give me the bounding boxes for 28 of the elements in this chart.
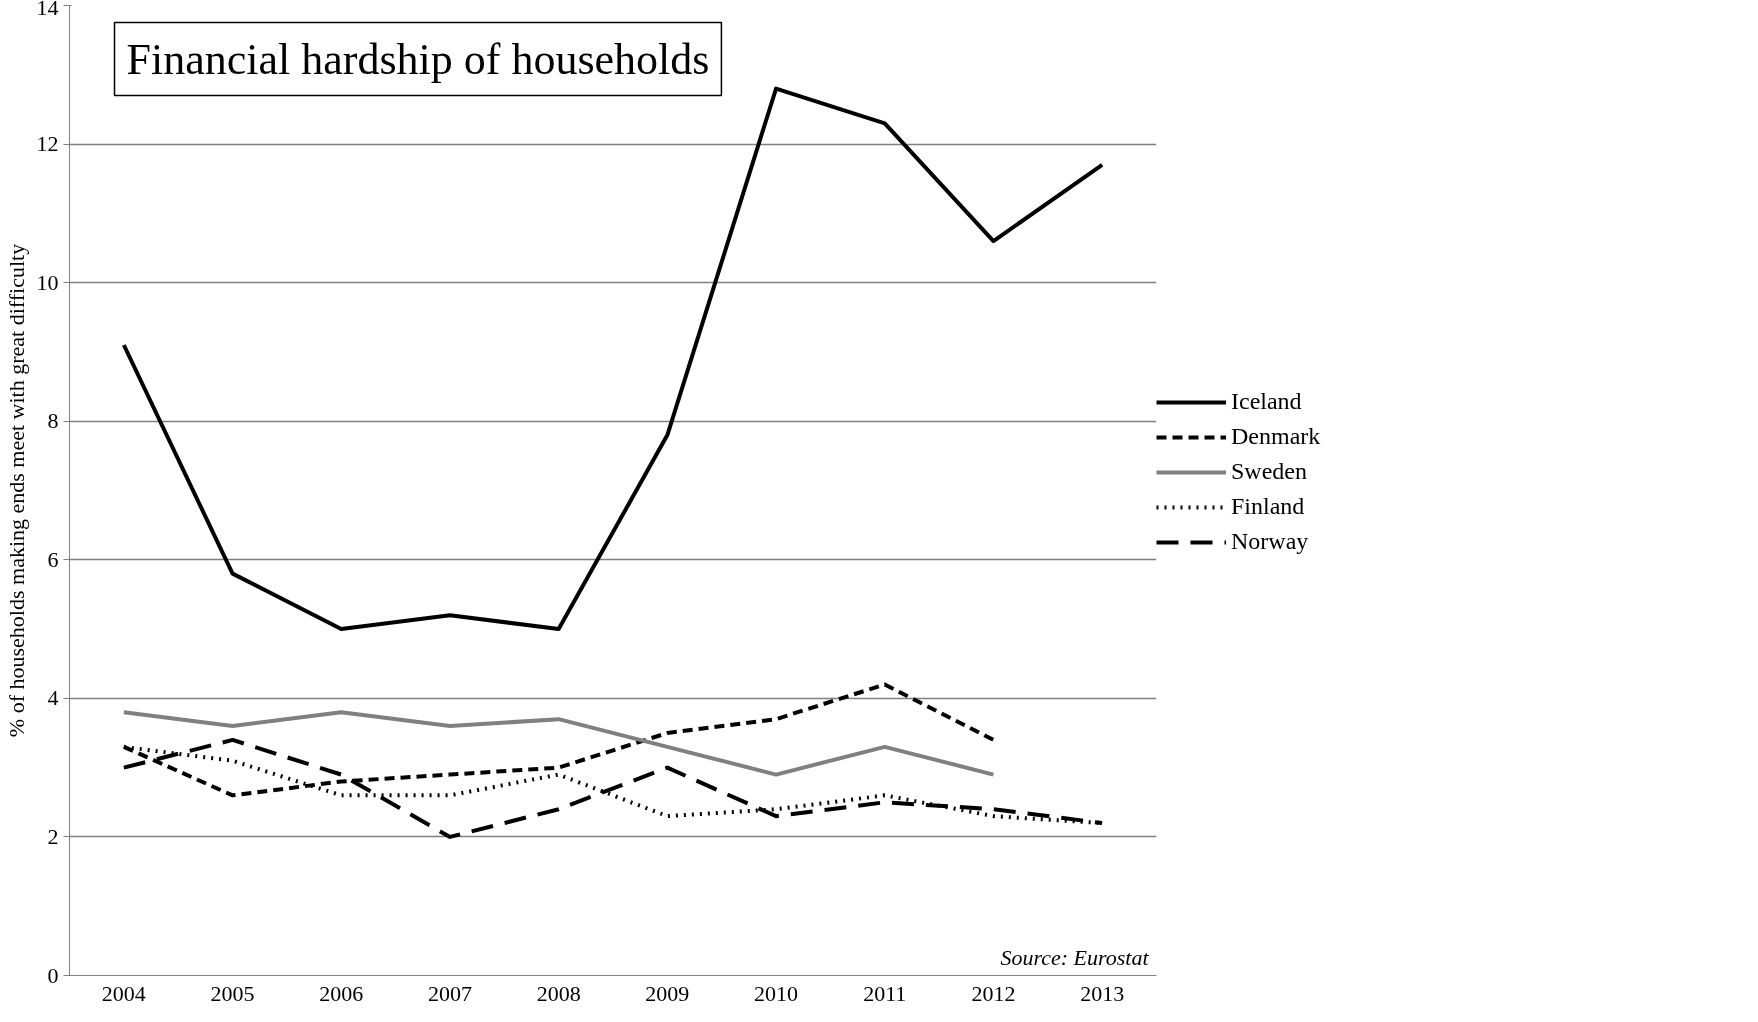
x-tick-label: 2006: [319, 980, 364, 1006]
x-tick-label: 2004: [101, 980, 146, 1006]
text: Financial hardship of households: [126, 34, 710, 84]
y-tick-label: 14: [36, 0, 59, 20]
x-tick-label: 2013: [1080, 980, 1125, 1006]
x-tick-label: 2011: [863, 980, 907, 1006]
y-tick-label: 8: [47, 408, 59, 434]
y-tick-label: 12: [36, 131, 59, 157]
line-series: [121, 710, 996, 777]
y-tick-label: 10: [36, 269, 59, 295]
x-tick-label: 2005: [210, 980, 255, 1006]
y-tick-label: 0: [47, 962, 59, 988]
x-tick-label: 2010: [754, 980, 799, 1006]
x-tick-label: 2009: [645, 980, 690, 1006]
legend-label: Sweden: [1231, 458, 1307, 485]
annotation: Source: Eurostat: [1000, 944, 1150, 970]
y-tick-label: 2: [47, 823, 59, 849]
x-tick-label: 2007: [427, 980, 472, 1006]
legend-label: Finland: [1231, 493, 1305, 520]
legend-label: Iceland: [1231, 388, 1302, 415]
y-tick-label: 6: [47, 546, 59, 572]
legend-label: Denmark: [1231, 423, 1321, 450]
y-axis-title: % of households making ends meet with great difficulty: [3, 243, 29, 738]
x-tick-label: 2012: [971, 980, 1016, 1006]
y-tick-label: 4: [47, 685, 59, 711]
line-series: [121, 86, 1105, 632]
legend-label: Norway: [1231, 528, 1309, 555]
x-tick-label: 2008: [536, 980, 581, 1006]
